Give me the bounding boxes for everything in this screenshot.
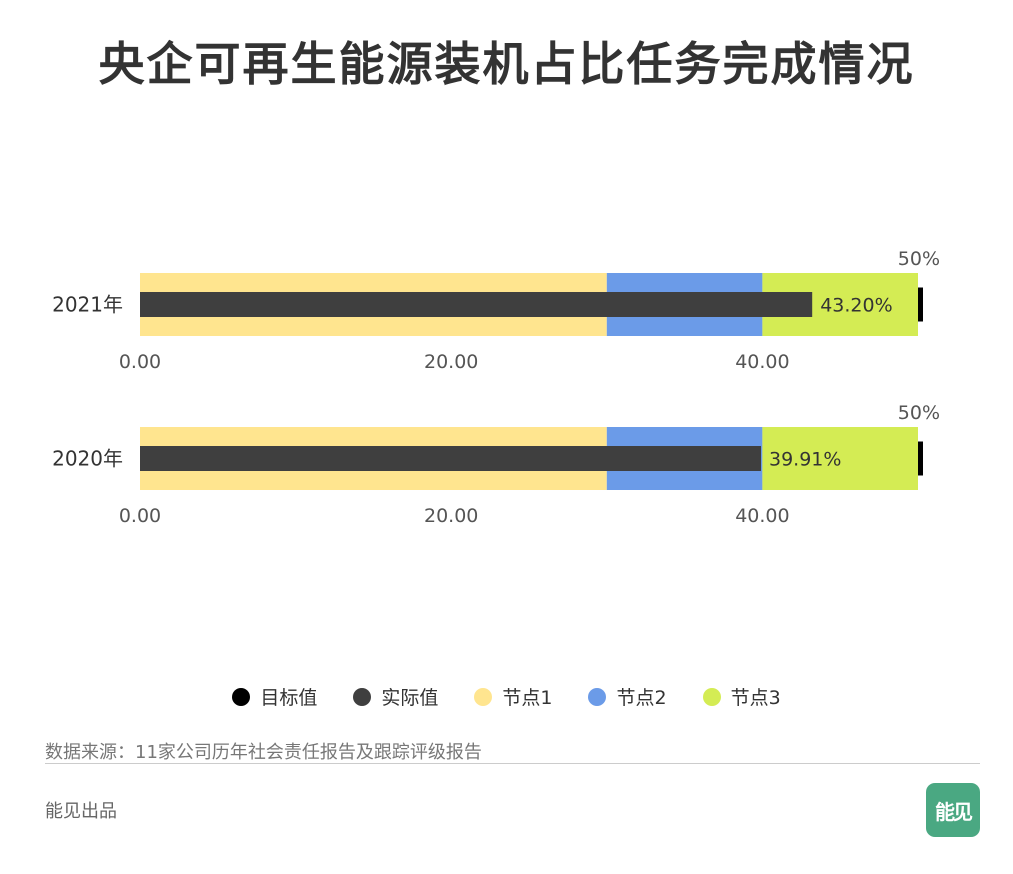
legend-dot-icon (588, 687, 607, 706)
row-1-actual-label: 39.91% (769, 449, 841, 471)
row-1-tick-label: 0.00 (119, 505, 161, 527)
legend-label: 节点3 (730, 687, 781, 709)
brand-logo: 能见 (926, 783, 980, 837)
legend-dot-icon (353, 687, 372, 706)
legend-item: 节点1 (474, 683, 552, 710)
row-1-tick-label: 20.00 (424, 505, 478, 527)
row-0-actual-bar (140, 292, 813, 317)
legend-item: 节点3 (702, 683, 781, 710)
row-1-category-label: 2020年 (52, 447, 123, 471)
row-0-category-label: 2021年 (52, 293, 123, 317)
bullet-chart: 43.20% 50% 2021年 0.00 20.00 40.00 39.91% 50% 202… (52, 248, 940, 527)
legend-dot-icon (702, 687, 721, 706)
footer-divider (45, 763, 980, 764)
row-0-target-marker (918, 287, 923, 322)
row-0-tick-label: 20.00 (424, 351, 478, 373)
credit-text: 能见出品 (45, 801, 117, 822)
legend-label: 实际值 (381, 687, 439, 709)
legend-dot-icon (232, 687, 251, 706)
row-1-target-label: 50% (898, 402, 940, 424)
legend-label: 目标值 (260, 687, 318, 709)
row-1-target-marker (918, 441, 923, 476)
row-0-target-label: 50% (898, 248, 940, 270)
row-1-range-3 (762, 427, 918, 490)
row-0-actual-label: 43.20% (820, 295, 892, 317)
legend-item: 节点2 (588, 683, 667, 710)
row-0-tick-label: 40.00 (735, 351, 789, 373)
legend-item: 实际值 (353, 683, 438, 710)
legend-item: 目标值 (232, 683, 317, 710)
row-1-tick-label: 40.00 (735, 505, 789, 527)
legend-dot-icon (474, 687, 493, 706)
row-0-tick-label: 0.00 (119, 351, 161, 373)
legend-label: 节点1 (502, 687, 553, 709)
legend: 目标值 实际值 节点1 节点2 节点3 (0, 683, 1013, 710)
row-1-actual-bar (140, 446, 761, 471)
data-source: 数据来源：11家公司历年社会责任报告及跟踪评级报告 (45, 742, 482, 763)
legend-label: 节点2 (616, 687, 667, 709)
chart-title: 央企可再生能源装机占比任务完成情况 (98, 37, 915, 91)
